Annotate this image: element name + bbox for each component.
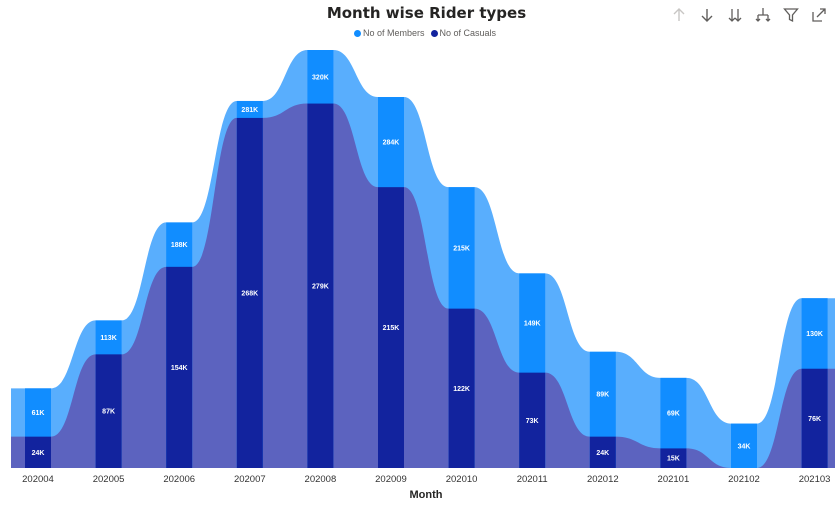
chart-title: Month wise Rider types [326,4,527,22]
bar-casuals-202007 [236,117,263,469]
label-casuals-202006: 154K [171,365,188,372]
expand-all-down-icon[interactable] [724,5,745,25]
legend-item-members[interactable]: No of Members [354,28,425,38]
label-casuals-202005: 87K [102,409,115,416]
x-tick-202008: 202008 [305,474,337,485]
label-casuals-202101: 15K [667,456,680,463]
x-tick-202011: 202011 [517,474,548,485]
x-tick-202004: 202004 [22,474,54,485]
legend-label-members: No of Members [363,28,425,38]
label-members-202004: 61K [32,410,45,417]
bar-members-202102 [731,423,757,468]
bar-casuals-202009 [378,187,404,468]
label-casuals-202010: 122K [453,386,470,393]
label-members-202103: 130K [806,331,823,338]
x-tick-202103: 202103 [799,474,831,485]
ribbon-casuals [11,103,835,468]
bar-casuals-202012 [589,436,616,468]
label-casuals-202008: 279K [312,283,329,290]
drill-down-icon[interactable] [696,5,717,25]
bar-casuals-202004 [25,436,51,468]
expand-hierarchy-icon[interactable] [752,5,773,25]
x-tick-202010: 202010 [446,474,478,485]
x-tick-202009: 202009 [375,474,407,485]
bar-casuals-202005 [95,354,122,468]
legend-label-casuals: No of Casuals [439,28,497,38]
label-members-202007: 281K [241,107,258,114]
filter-icon[interactable] [780,5,801,25]
bar-casuals-202103 [801,368,828,468]
focus-mode-icon[interactable] [808,5,829,25]
bar-casuals-202010 [448,308,475,468]
label-members-202012: 89K [596,392,609,399]
x-tick-202005: 202005 [93,474,125,485]
label-casuals-202011: 73K [526,418,539,425]
label-members-202011: 149K [524,321,541,328]
bar-casuals-202006 [166,266,193,468]
legend: No of Members No of Casuals [354,28,502,38]
x-axis-title: Month [410,489,443,501]
label-members-202102: 34K [738,443,751,450]
label-casuals-202007: 268K [241,290,258,297]
label-members-202010: 215K [453,245,470,252]
bar-casuals-202101 [660,448,687,468]
x-tick-202101: 202101 [658,474,690,485]
label-casuals-202009: 215K [383,325,400,332]
drill-up-icon[interactable] [668,5,689,25]
x-tick-202006: 202006 [163,474,195,485]
label-members-202005: 113K [100,335,116,342]
bar-casuals-202008 [307,103,334,469]
legend-item-casuals[interactable]: No of Casuals [430,28,497,38]
label-members-202006: 188K [171,242,188,249]
x-tick-202102: 202102 [728,474,760,485]
label-casuals-202012: 24K [596,450,609,457]
label-casuals-202103: 76K [808,416,821,423]
x-tick-202012: 202012 [587,474,619,485]
x-tick-202007: 202007 [234,474,266,485]
bar-casuals-202011 [519,372,546,468]
legend-dot-members [354,29,361,37]
visual-toolbar [661,5,829,25]
label-casuals-202004: 24K [32,450,45,457]
label-members-202008: 320K [312,74,329,81]
label-members-202009: 284K [383,140,400,147]
label-members-202101: 69K [667,411,680,418]
legend-dot-casuals [430,29,438,37]
